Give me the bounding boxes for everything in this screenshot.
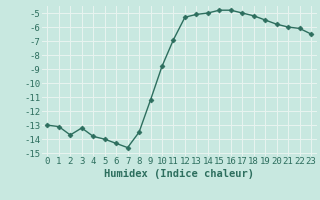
X-axis label: Humidex (Indice chaleur): Humidex (Indice chaleur) <box>104 169 254 179</box>
